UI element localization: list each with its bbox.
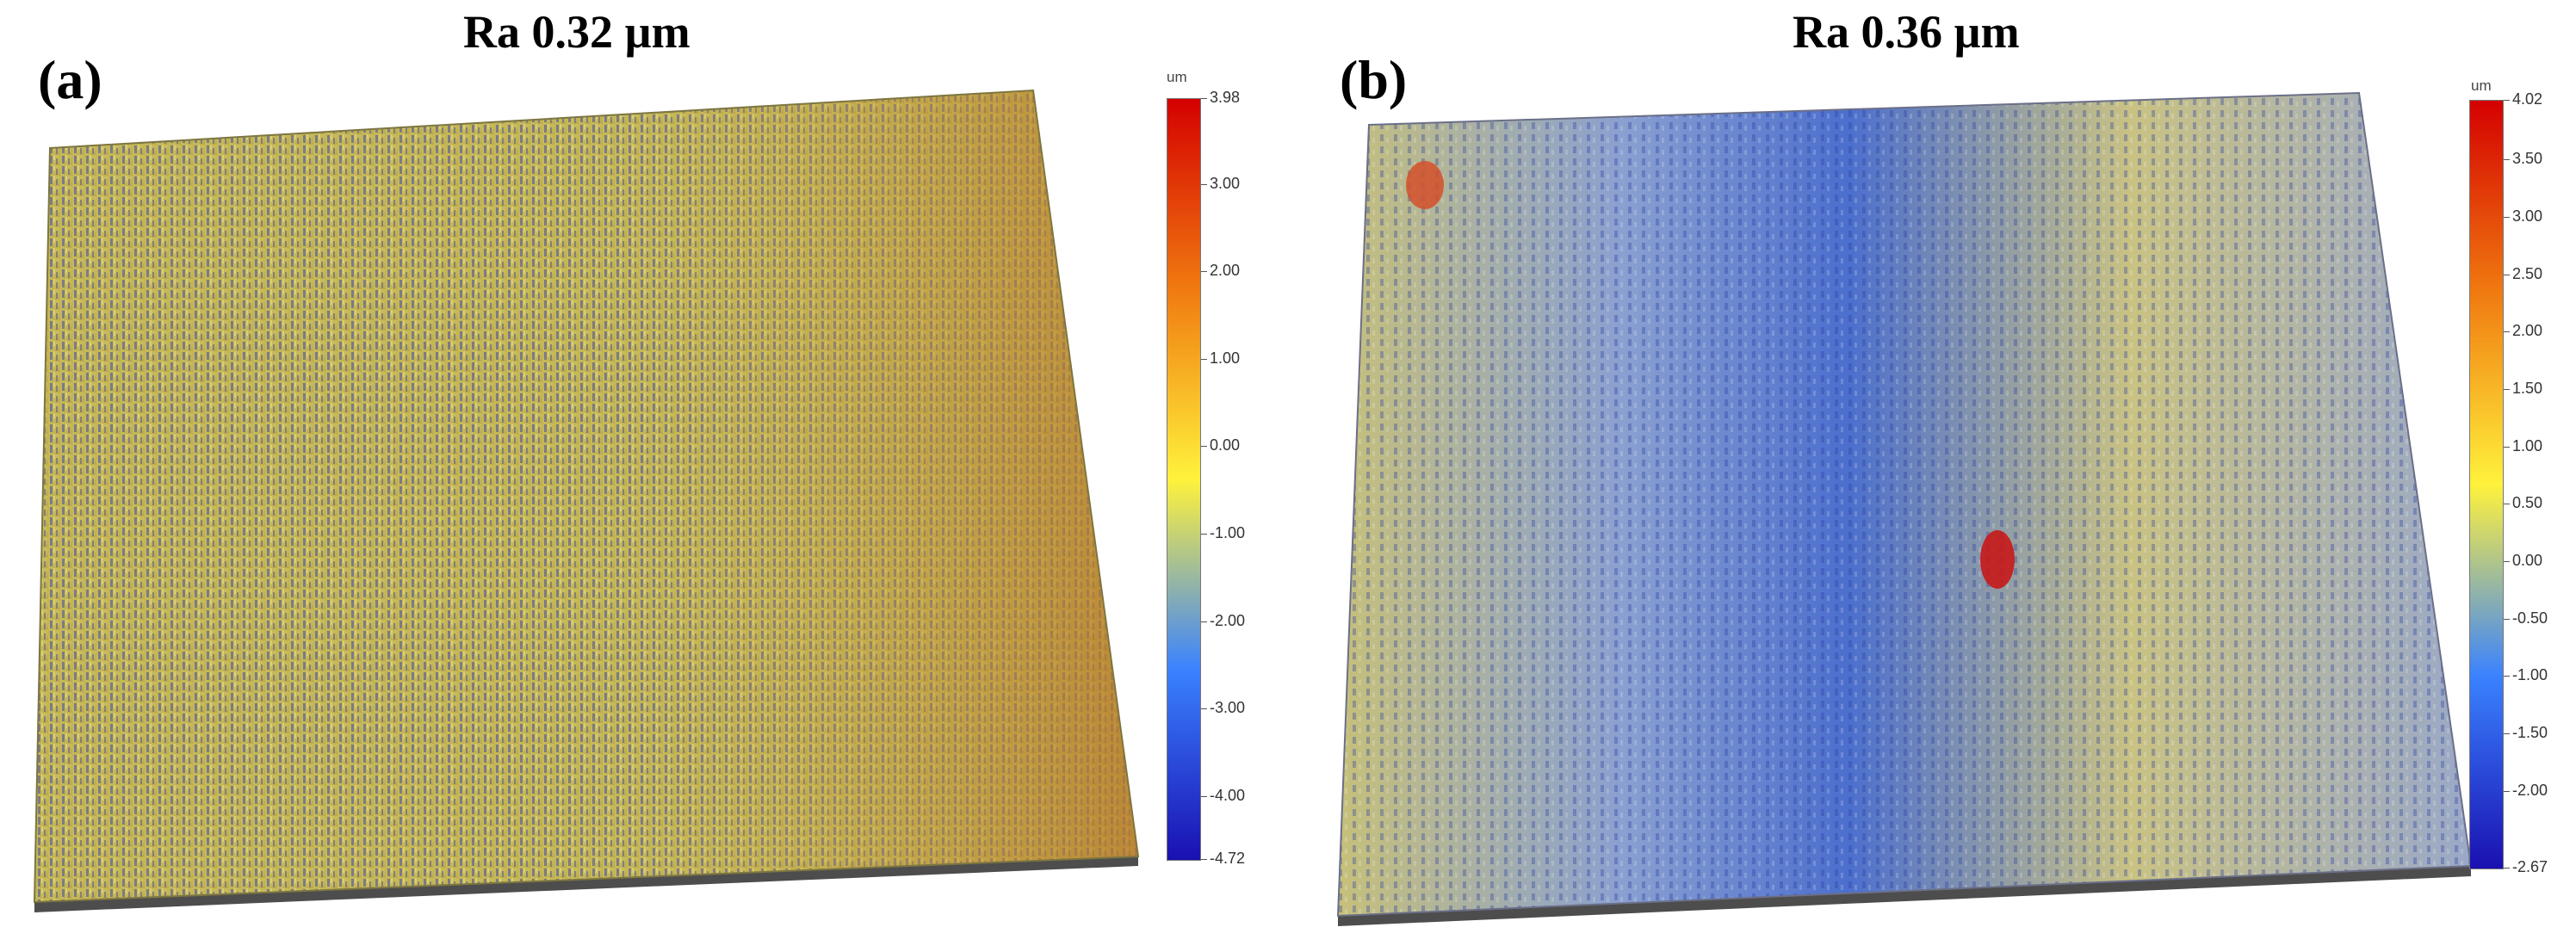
- colorbar-a: [1167, 98, 1201, 861]
- colorbar-tick: [2504, 676, 2510, 677]
- colorbar-tick: [1201, 708, 1207, 710]
- colorbar-tick: [1201, 859, 1207, 860]
- colorbar-tick: [2504, 790, 2510, 792]
- colorbar-tick: [1201, 621, 1207, 622]
- surface-topography-plot-a: [33, 89, 1140, 912]
- colorbar-tick: [2504, 446, 2510, 448]
- colorbar-tick: [2504, 618, 2510, 620]
- colorbar-tick: [2504, 868, 2510, 869]
- colorbar-tick-label: 2.00: [2512, 322, 2543, 340]
- colorbar-tick: [2504, 389, 2510, 390]
- colorbar-tick: [1201, 358, 1207, 360]
- colorbar-tick-label: -2.67: [2512, 858, 2548, 875]
- colorbar-unit-a: um: [1167, 69, 1187, 85]
- colorbar-tick: [2504, 100, 2510, 101]
- colorbar-tick: [1201, 271, 1207, 273]
- colorbar-tick-label: 4.02: [2512, 90, 2543, 108]
- colorbar-tick: [1201, 446, 1207, 448]
- colorbar-tick-label: -1.50: [2512, 724, 2548, 741]
- colorbar-tick: [2504, 733, 2510, 734]
- colorbar-tick-label: 2.00: [1210, 262, 1241, 280]
- colorbar-tick-label: -3.00: [1210, 699, 1246, 717]
- colorbar-tick-label: 3.50: [2512, 150, 2543, 168]
- colorbar-tick-label: 3.00: [1210, 174, 1241, 192]
- panel-label-b: (b): [1340, 49, 1408, 110]
- colorbar-tick-label: 2.50: [2512, 264, 2543, 282]
- colorbar-tick: [2504, 159, 2510, 161]
- colorbar-tick: [1201, 183, 1207, 185]
- colorbar-tick-label: 1.50: [2512, 380, 2543, 397]
- colorbar-tick-label: 0.00: [1210, 436, 1241, 454]
- colorbar-tick-label: 1.00: [1210, 349, 1241, 367]
- colorbar-tick: [1201, 98, 1207, 99]
- colorbar-tick-label: 0.00: [2512, 552, 2543, 569]
- colorbar-tick-label: 0.50: [2512, 494, 2543, 512]
- colorbar-b: [2469, 100, 2504, 869]
- colorbar-tick-label: -1.00: [2512, 666, 2548, 684]
- panel-title-a: Ra 0.32 µm: [463, 6, 690, 58]
- colorbar-tick-label: -2.00: [2512, 781, 2548, 799]
- colorbar-tick: [2504, 331, 2510, 333]
- colorbar-tick-label: -4.72: [1210, 850, 1246, 867]
- colorbar-tick-label: 3.00: [2512, 207, 2543, 225]
- colorbar-tick: [2504, 561, 2510, 562]
- peak-region: [1980, 530, 2015, 589]
- peak-region: [1406, 161, 1444, 209]
- colorbar-tick-label: -2.00: [1210, 611, 1246, 629]
- colorbar-tick-label: -0.50: [2512, 609, 2548, 627]
- colorbar-tick-label: 3.98: [1210, 89, 1241, 106]
- colorbar-tick-label: -4.00: [1210, 786, 1246, 804]
- colorbar-tick: [1201, 534, 1207, 535]
- colorbar-unit-b: um: [2471, 77, 2492, 94]
- colorbar-tick: [1201, 795, 1207, 797]
- colorbar-tick-label: -1.00: [1210, 524, 1246, 541]
- colorbar-tick: [2504, 217, 2510, 218]
- colorbar-tick-label: 1.00: [2512, 436, 2543, 454]
- panel-title-b: Ra 0.36 µm: [1793, 6, 2020, 58]
- panel-label-a: (a): [38, 49, 102, 110]
